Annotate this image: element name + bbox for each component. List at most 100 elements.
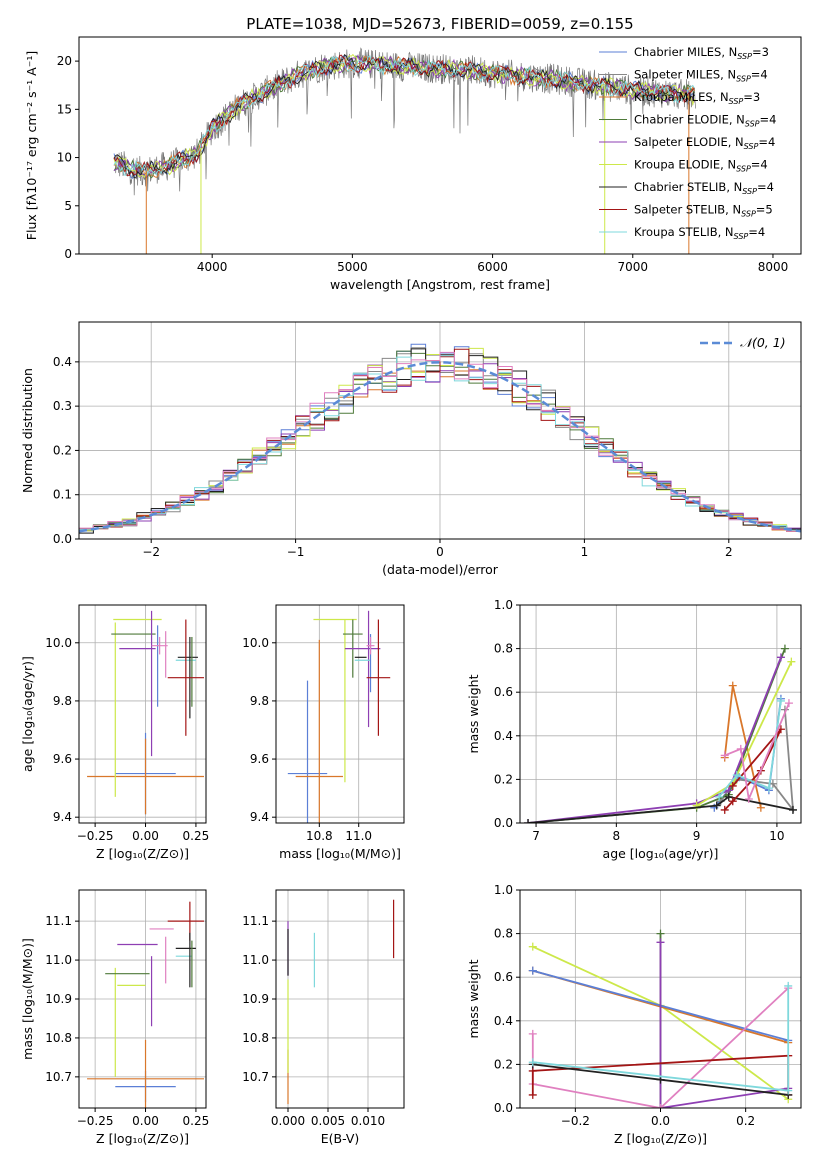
y-tick-label: 10.0 <box>45 636 72 650</box>
weight-marker <box>656 929 665 938</box>
residual-histogram <box>79 351 801 532</box>
y-tick-label: 0.1 <box>53 488 72 502</box>
weight-line <box>527 795 794 823</box>
weight-marker <box>776 696 785 705</box>
y-tick-label: 0.4 <box>494 1014 513 1028</box>
weight-marker <box>728 781 737 790</box>
plot-area <box>79 343 801 534</box>
weight-marker <box>787 657 796 666</box>
y-tick-label: 11.1 <box>45 914 72 928</box>
legend-label: Salpeter MILES, NSSP=4 <box>634 68 768 84</box>
y-tick-label: 10.0 <box>242 636 269 650</box>
y-tick-label: 1.0 <box>494 598 513 612</box>
axes-frame <box>519 604 802 824</box>
legend-label: Chabrier MILES, NSSP=3 <box>634 45 769 61</box>
x-tick-label: 0.005 <box>311 1114 345 1128</box>
model-spectrum-line <box>113 55 695 176</box>
y-tick-label: 0.8 <box>494 642 513 656</box>
panel-spectrum: 4000 5000 6000 7000 8000 0 5 10 15 20 wavelength [… <box>24 36 802 292</box>
x-tick-label: 8000 <box>758 260 789 274</box>
weight-marker <box>764 784 773 793</box>
y-tick-label: 20 <box>57 54 72 68</box>
axes-frame <box>78 604 207 824</box>
x-tick-label: 6000 <box>477 260 508 274</box>
y-tick-label: 0.2 <box>53 443 72 457</box>
x-axis-label: wavelength [Angstrom, rest frame] <box>330 277 550 292</box>
x-tick-label: 8 <box>613 829 621 843</box>
weight-marker <box>720 751 729 760</box>
weight-marker <box>744 795 753 804</box>
y-tick-label: 0 <box>64 247 72 261</box>
weight-marker <box>788 805 797 814</box>
x-axis-label: E(B-V) <box>321 1131 360 1146</box>
x-tick-label: 0 <box>436 545 444 559</box>
x-tick-label: 5000 <box>337 260 368 274</box>
weight-marker <box>784 699 793 708</box>
y-tick-label: 9.6 <box>250 752 269 766</box>
y-axis-label: mass weight <box>466 959 481 1038</box>
x-tick-label: 0.25 <box>183 1114 210 1128</box>
weight-marker <box>728 681 737 690</box>
y-tick-label: 0.0 <box>494 1101 513 1115</box>
y-tick-label: 0.0 <box>53 532 72 546</box>
weight-line <box>659 942 789 1108</box>
y-tick-label: 9.6 <box>53 752 72 766</box>
panel-age_weight: 7 8 9 10 0.0 0.2 0.4 0.6 0.8 1.0 age [log₁₀(age/yr… <box>466 598 802 861</box>
y-tick-label: 10.8 <box>242 1031 269 1045</box>
y-tick-label: 0.2 <box>494 772 513 786</box>
plot-area <box>287 610 391 823</box>
plot-area <box>528 929 793 1108</box>
y-tick-label: 11.0 <box>45 953 72 967</box>
x-tick-label: 11.0 <box>345 829 372 843</box>
y-tick-label: 10.9 <box>45 992 72 1006</box>
weight-marker <box>736 744 745 753</box>
y-tick-label: 10.7 <box>45 1070 72 1084</box>
legend-label: Salpeter STELIB, NSSP=5 <box>634 203 773 219</box>
weight-marker <box>784 1086 793 1095</box>
panel-ebv_mass: 0.000 0.005 0.010 10.7 10.8 10.9 11.0 11.1 E(B-V… <box>242 889 405 1146</box>
legend-label: Chabrier STELIB, NSSP=4 <box>634 180 774 196</box>
y-axis-label: Flux [fλ10⁻¹⁷ erg cm⁻² s⁻¹ A⁻¹] <box>24 51 39 240</box>
model-spectrum-line <box>113 54 695 177</box>
weight-marker <box>756 803 765 812</box>
x-tick-label: 0.25 <box>183 829 210 843</box>
weight-marker <box>776 653 785 662</box>
panel-mass_age: 10.8 11.0 9.4 9.6 9.8 10.0 mass [log₁₀(M/M⊙)] <box>242 604 405 861</box>
weight-marker <box>528 942 537 951</box>
plot-area <box>524 644 797 823</box>
y-tick-label: 0.4 <box>53 355 72 369</box>
plot-area <box>87 901 204 1108</box>
weight-marker <box>524 819 533 823</box>
x-tick-label: 0.0 <box>651 1114 670 1128</box>
weight-marker <box>528 1090 537 1099</box>
x-tick-label: 0.00 <box>132 1114 159 1128</box>
weight-marker <box>528 1058 537 1067</box>
x-tick-label: 0.2 <box>736 1114 755 1128</box>
weight-marker <box>724 792 733 801</box>
legend-label: Kroupa ELODIE, NSSP=4 <box>634 158 768 174</box>
weight-marker <box>715 792 724 801</box>
x-tick-label: 2 <box>725 545 733 559</box>
panel-Z_age: −0.25 0.00 0.25 9.4 9.6 9.8 10.0 Z [log₁₀(Z/Z⊙)… <box>20 604 210 861</box>
legend-label: Kroupa STELIB, NSSP=4 <box>634 225 765 241</box>
y-tick-label: 9.4 <box>250 810 269 824</box>
weight-line <box>718 700 782 798</box>
weight-marker <box>528 966 537 975</box>
weight-marker <box>728 797 737 806</box>
axes-frame <box>275 604 405 824</box>
y-axis-label: Normed distribution <box>20 368 35 493</box>
x-axis-label: Z [log₁₀(Z/Z⊙)] <box>96 846 189 861</box>
x-tick-label: 7000 <box>617 260 648 274</box>
x-tick-label: −0.25 <box>77 1114 114 1128</box>
y-tick-label: 5 <box>64 199 72 213</box>
residual-histogram <box>79 348 801 532</box>
x-axis-label: mass [log₁₀(M/M⊙)] <box>279 846 401 861</box>
legend-label: Chabrier ELODIE, NSSP=4 <box>634 113 776 129</box>
y-tick-label: 0.2 <box>494 1057 513 1071</box>
y-tick-label: 1.0 <box>494 883 513 897</box>
x-tick-label: 10.8 <box>306 829 333 843</box>
y-tick-label: 11.1 <box>242 914 269 928</box>
y-tick-label: 10.8 <box>45 1031 72 1045</box>
x-tick-label: 10 <box>769 829 784 843</box>
